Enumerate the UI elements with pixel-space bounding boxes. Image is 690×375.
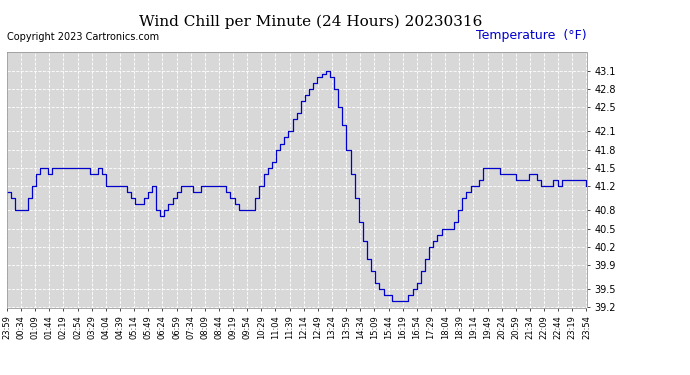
Text: Copyright 2023 Cartronics.com: Copyright 2023 Cartronics.com (7, 32, 159, 42)
Text: Wind Chill per Minute (24 Hours) 20230316: Wind Chill per Minute (24 Hours) 2023031… (139, 15, 482, 29)
Text: Temperature  (°F): Temperature (°F) (476, 29, 586, 42)
